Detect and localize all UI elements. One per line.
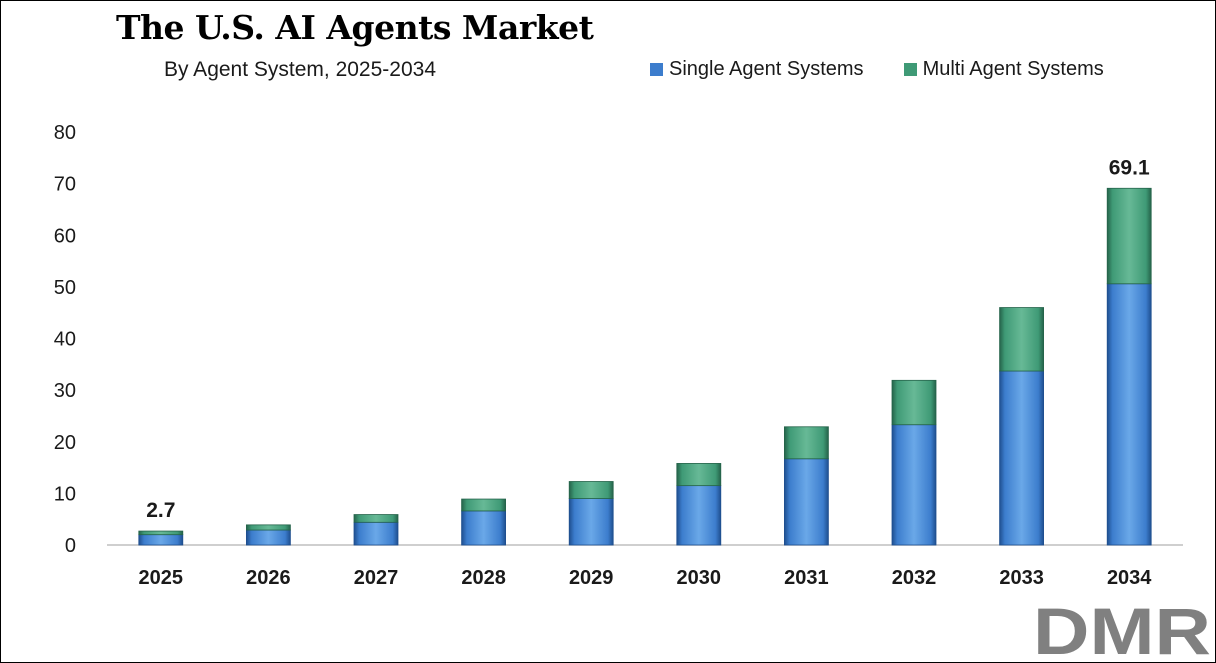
x-tick-label: 2034 bbox=[1107, 567, 1152, 589]
bar-single-2032 bbox=[891, 424, 937, 546]
bar-single-2030 bbox=[676, 485, 722, 546]
bar-single-2025 bbox=[138, 534, 184, 546]
legend-item-multi: Multi Agent Systems bbox=[903, 57, 1104, 81]
bar-single-2028 bbox=[461, 510, 507, 546]
x-tick-label: 2032 bbox=[892, 567, 937, 589]
y-tick-label: 40 bbox=[54, 329, 76, 351]
bar-single-2029 bbox=[568, 498, 614, 546]
bar-multi-2027 bbox=[353, 514, 399, 523]
y-tick-label: 20 bbox=[54, 432, 76, 454]
x-tick-label: 2030 bbox=[677, 567, 722, 589]
dmr-logo: DMR bbox=[1033, 598, 1211, 660]
legend-label-multi: Multi Agent Systems bbox=[922, 57, 1104, 80]
bar-multi-2028 bbox=[461, 498, 507, 512]
x-tick-label: 2033 bbox=[999, 567, 1044, 589]
bar-multi-2034 bbox=[1106, 187, 1152, 285]
bar-multi-2030 bbox=[676, 463, 722, 487]
y-tick-label: 30 bbox=[54, 380, 76, 402]
bar-single-2027 bbox=[353, 521, 399, 546]
chart-subtitle: By Agent System, 2025-2034 bbox=[164, 58, 437, 81]
x-tick-label: 2026 bbox=[246, 567, 291, 589]
legend-item-single: Single Agent Systems bbox=[650, 58, 864, 81]
bar-multi-2025 bbox=[138, 530, 184, 536]
y-tick-label: 10 bbox=[54, 483, 76, 505]
y-tick-label: 0 bbox=[65, 535, 76, 557]
x-tick-label: 2027 bbox=[354, 567, 399, 589]
data-label-2034: 69.1 bbox=[1109, 156, 1150, 179]
x-tick-label: 2031 bbox=[784, 567, 829, 589]
x-tick-label: 2025 bbox=[139, 567, 184, 589]
y-tick-label: 50 bbox=[54, 277, 76, 299]
bar-multi-2032 bbox=[891, 379, 937, 426]
logo-text: DMR bbox=[1033, 598, 1211, 660]
y-tick-label: 80 bbox=[54, 122, 76, 144]
bar-multi-2029 bbox=[568, 481, 614, 499]
bar-multi-2031 bbox=[784, 426, 829, 460]
chart-title: The U.S. AI Agents Market bbox=[116, 8, 594, 47]
data-label-2025: 2.7 bbox=[146, 499, 175, 522]
bar-single-2034 bbox=[1106, 283, 1152, 546]
bar-single-2033 bbox=[999, 370, 1044, 546]
bar-single-2026 bbox=[245, 529, 291, 546]
legend-swatch-multi bbox=[903, 62, 917, 76]
bar-multi-2026 bbox=[245, 524, 291, 531]
legend-swatch-single bbox=[650, 62, 663, 76]
x-tick-label: 2029 bbox=[569, 567, 614, 589]
bar-multi-2033 bbox=[999, 307, 1044, 372]
bar-single-2031 bbox=[784, 458, 829, 546]
x-tick-label: 2028 bbox=[461, 567, 506, 589]
y-tick-label: 60 bbox=[54, 225, 76, 247]
legend-label-single: Single Agent Systems bbox=[669, 57, 864, 80]
legend: Single Agent Systems Multi Agent Systems bbox=[650, 56, 1104, 82]
y-tick-label: 70 bbox=[54, 174, 76, 196]
